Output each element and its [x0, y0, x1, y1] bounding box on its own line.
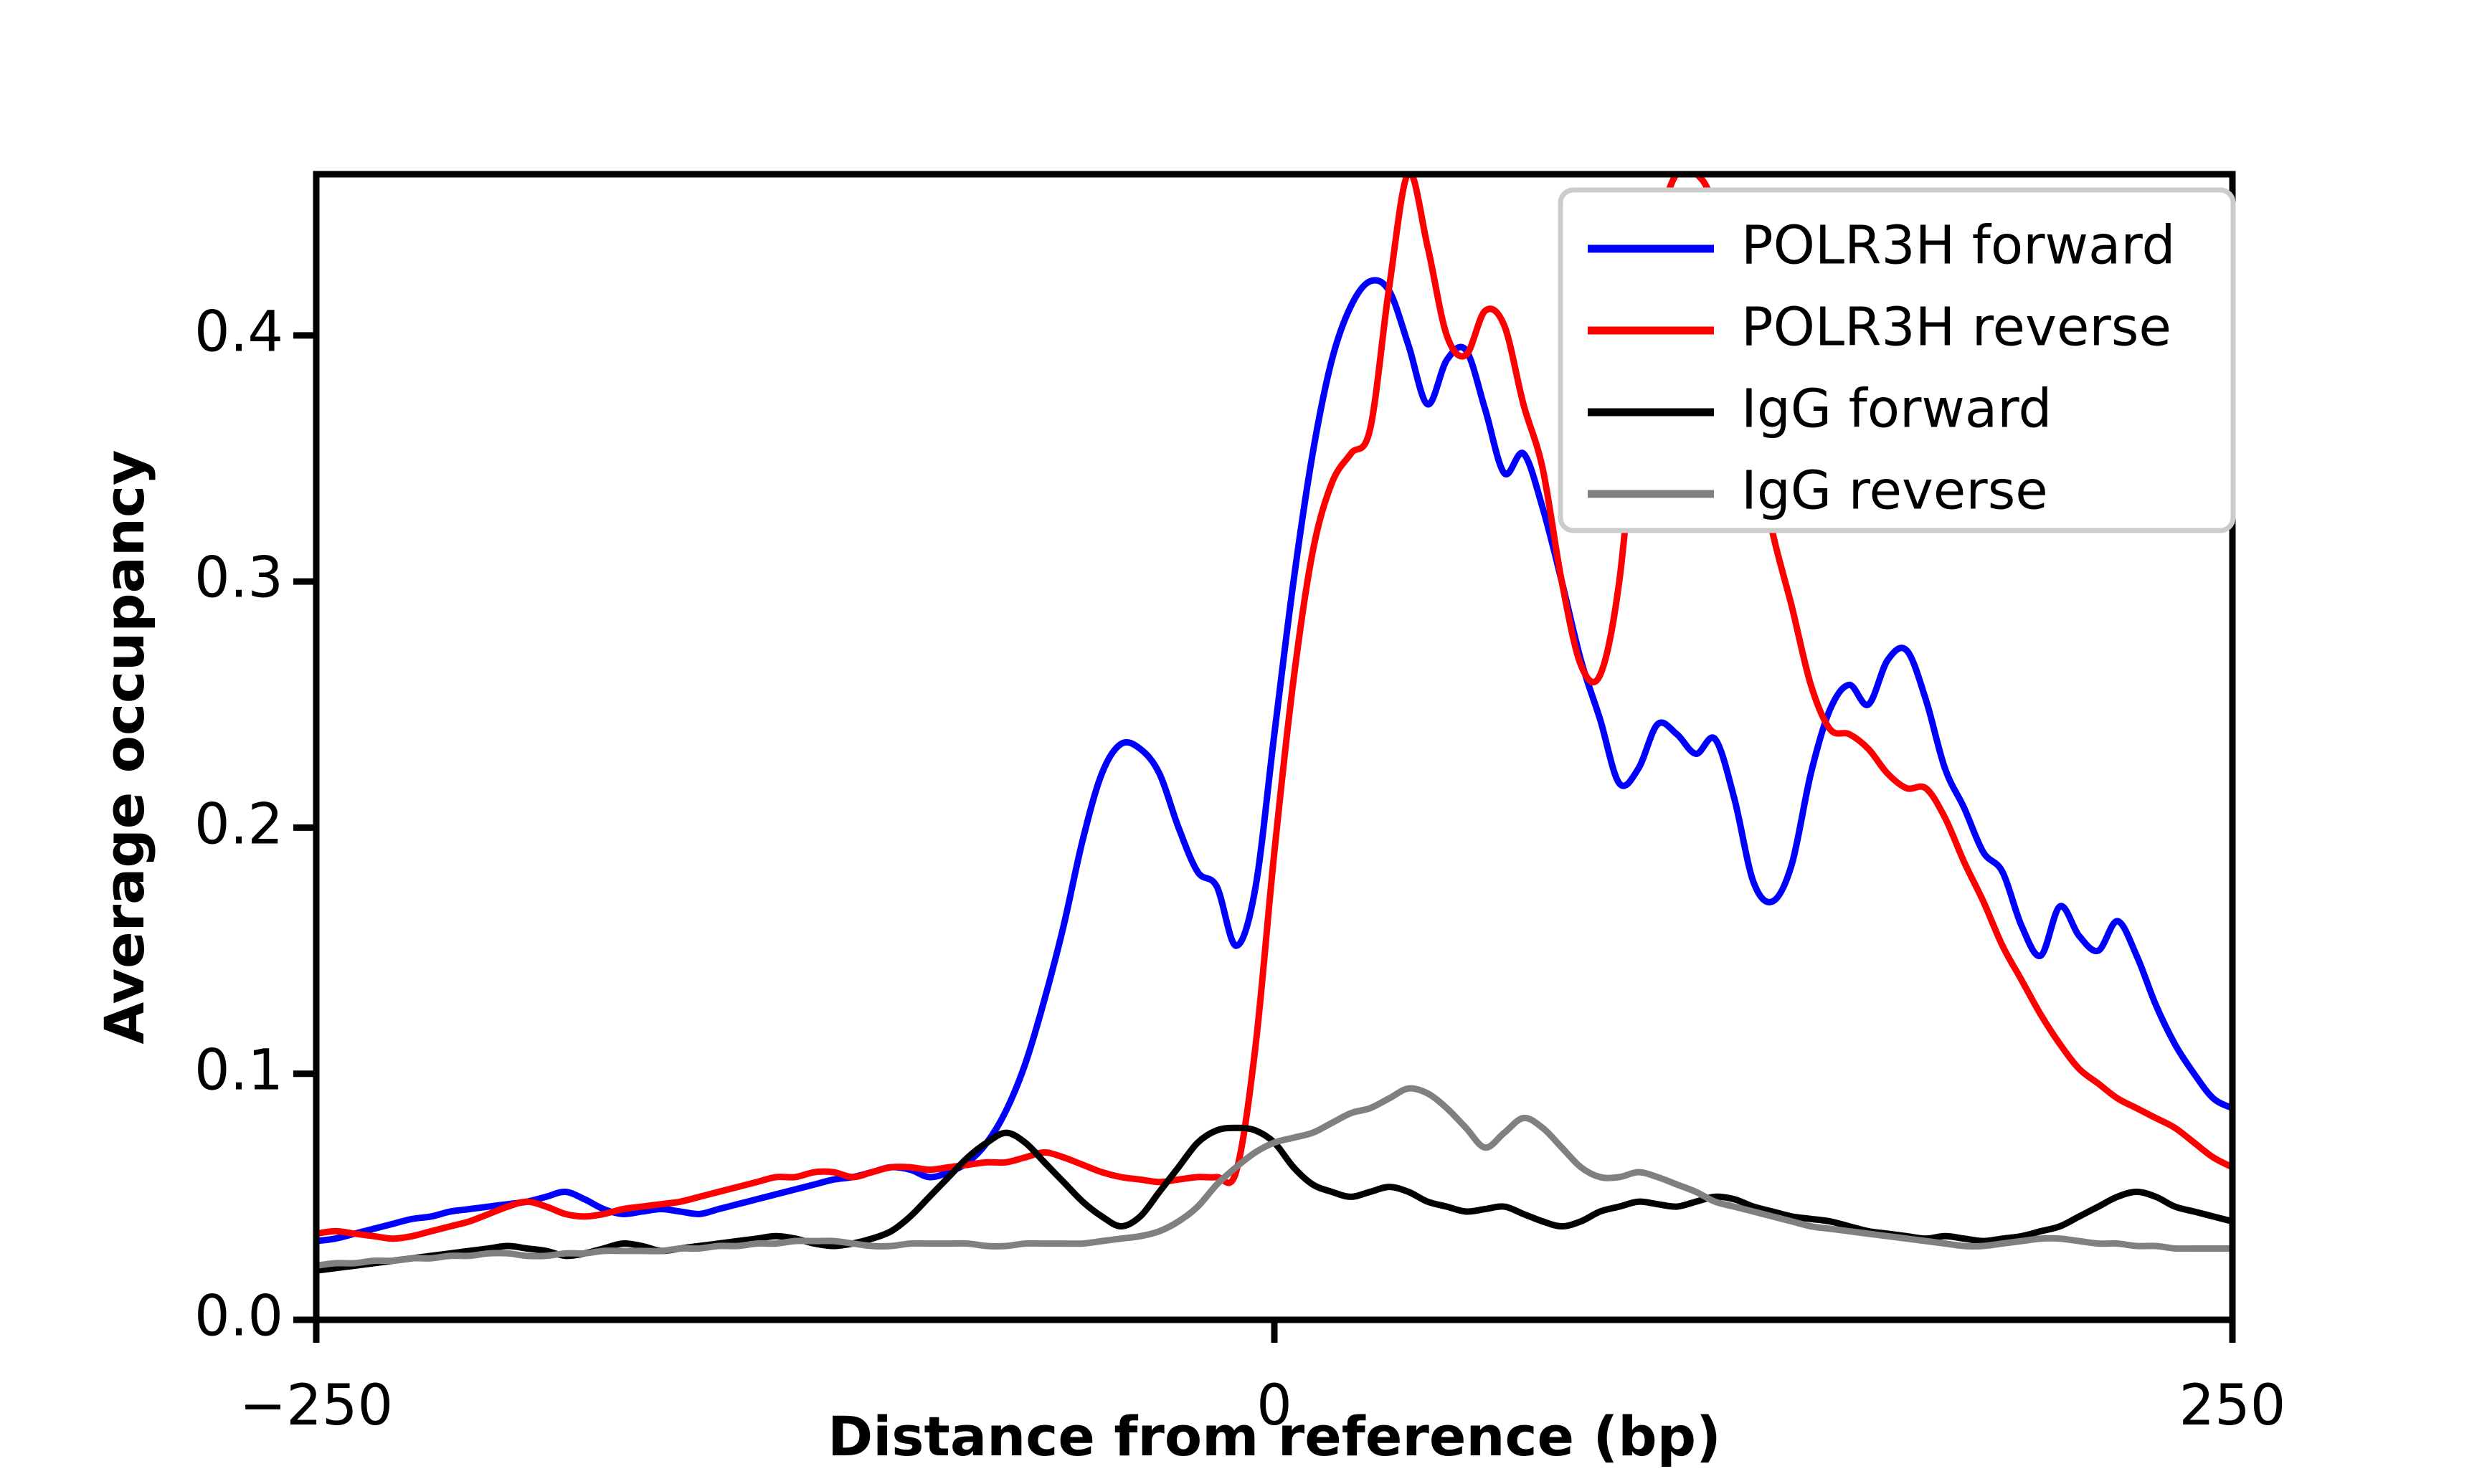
x-axis-ticks — [313, 1320, 2236, 1343]
line-polr3h-reverse — [316, 174, 2232, 1242]
legend-label-igg-reverse: IgG reverse — [1741, 460, 2048, 522]
legend-box — [1558, 187, 2236, 533]
x-tick-label-0: −250 — [240, 1374, 393, 1438]
line-igg-reverse — [316, 1085, 2232, 1269]
y-axis-title: Average occupancy — [93, 450, 156, 1044]
y-tick-label-4: 0.4 — [194, 300, 283, 364]
x-tick-label-1: 0 — [1256, 1374, 1292, 1438]
y-tick-label-0: 0.0 — [194, 1284, 283, 1349]
y-tick-label-1: 0.1 — [194, 1038, 283, 1103]
y-tick-label-2: 0.2 — [194, 792, 283, 857]
x-tick-label-2: 250 — [2179, 1374, 2286, 1438]
chart-legend[interactable]: POLR3H forward POLR3H reverse IgG forwar… — [1558, 187, 2236, 533]
legend-label-igg-forward: IgG forward — [1741, 379, 2052, 440]
legend-label-polr3h-reverse: POLR3H reverse — [1741, 297, 2171, 358]
line-polr3h-forward — [316, 277, 2232, 1245]
x-axis-title: Distance from reference (bp) — [828, 1404, 1721, 1468]
y-axis-ticks — [293, 332, 316, 1323]
y-tick-label-3: 0.3 — [194, 546, 283, 610]
legend-label-polr3h-forward: POLR3H forward — [1741, 215, 2175, 277]
series-container — [316, 174, 2232, 1274]
